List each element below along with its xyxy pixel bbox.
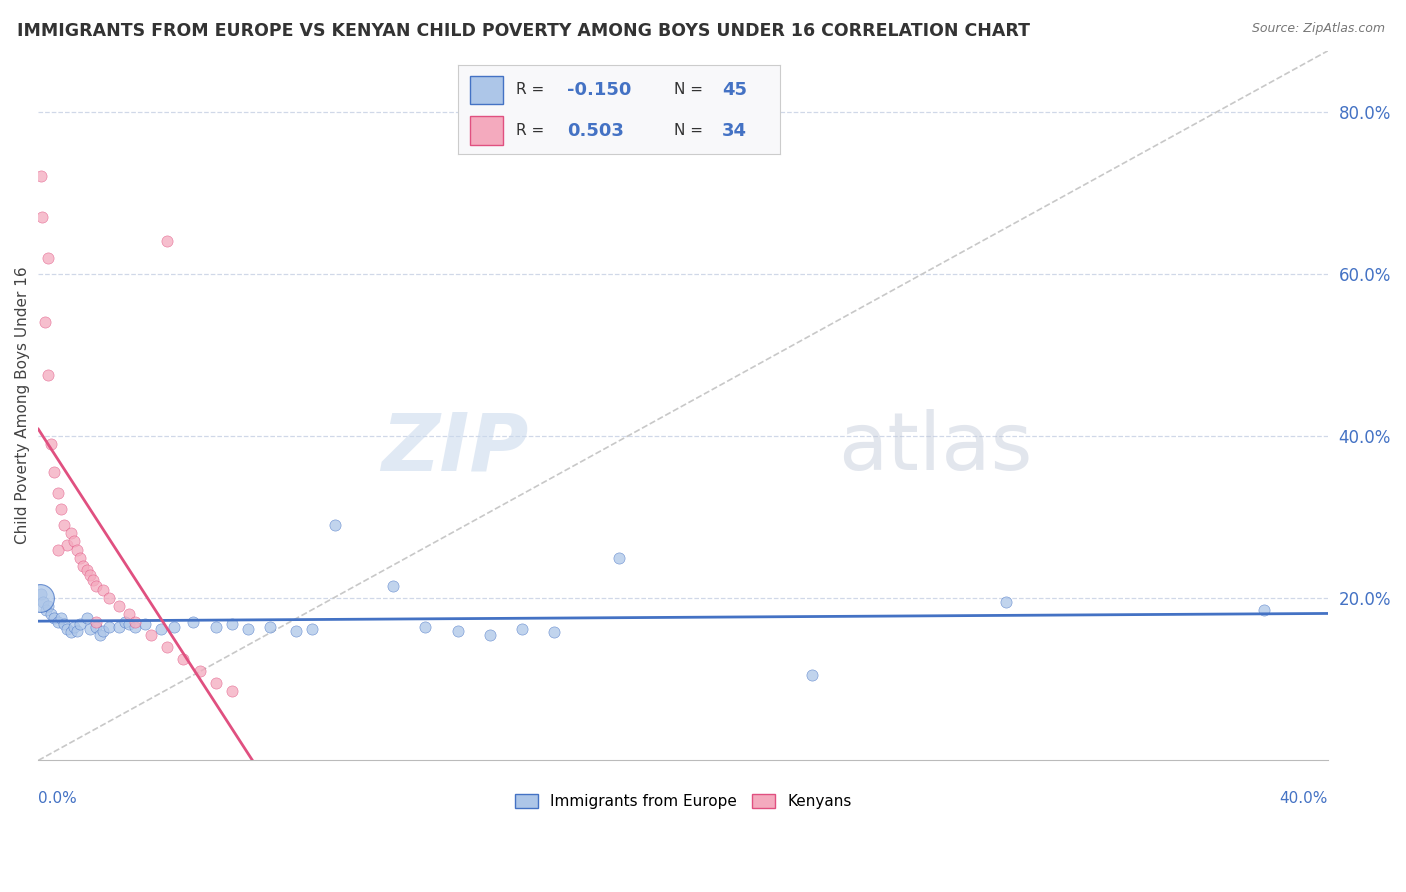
Text: IMMIGRANTS FROM EUROPE VS KENYAN CHILD POVERTY AMONG BOYS UNDER 16 CORRELATION C: IMMIGRANTS FROM EUROPE VS KENYAN CHILD P… xyxy=(17,22,1029,40)
Point xyxy=(62,534,84,549)
Text: Source: ZipAtlas.com: Source: ZipAtlas.com xyxy=(1251,22,1385,36)
Point xyxy=(66,542,89,557)
Point xyxy=(86,615,108,630)
Point xyxy=(86,619,108,633)
Point xyxy=(91,624,114,638)
Point xyxy=(46,542,69,557)
Point xyxy=(181,615,204,630)
Point xyxy=(49,502,72,516)
Point xyxy=(31,210,53,224)
Point xyxy=(66,624,89,638)
Point xyxy=(156,640,179,654)
Point xyxy=(98,619,121,633)
Legend: Immigrants from Europe, Kenyans: Immigrants from Europe, Kenyans xyxy=(508,786,859,816)
Point xyxy=(62,619,84,633)
Point xyxy=(141,628,163,642)
Point xyxy=(56,622,79,636)
Point xyxy=(32,595,55,609)
Point xyxy=(86,579,108,593)
Point xyxy=(172,652,194,666)
Point xyxy=(1253,603,1275,617)
Point xyxy=(34,315,56,329)
Point xyxy=(35,603,58,617)
Point xyxy=(285,624,308,638)
Point xyxy=(994,595,1017,609)
Point xyxy=(76,611,98,625)
Point xyxy=(149,622,172,636)
Point xyxy=(543,625,565,640)
Point xyxy=(204,619,226,633)
Point xyxy=(39,607,62,622)
Point xyxy=(46,485,69,500)
Text: 0.0%: 0.0% xyxy=(38,791,77,806)
Point xyxy=(607,550,630,565)
Point xyxy=(30,587,52,601)
Point xyxy=(76,563,98,577)
Point xyxy=(69,550,91,565)
Point xyxy=(413,619,436,633)
Point xyxy=(236,622,259,636)
Point xyxy=(79,568,101,582)
Text: 40.0%: 40.0% xyxy=(1279,791,1329,806)
Point xyxy=(114,615,136,630)
Point xyxy=(39,437,62,451)
Point xyxy=(46,615,69,630)
Point xyxy=(801,668,824,682)
Point xyxy=(117,617,139,632)
Point xyxy=(53,518,76,533)
Point xyxy=(44,611,66,625)
Point xyxy=(91,582,114,597)
Point xyxy=(30,169,52,184)
Point xyxy=(59,526,82,541)
Point xyxy=(37,368,59,383)
Point xyxy=(82,574,104,588)
Point xyxy=(117,607,139,622)
Point xyxy=(134,617,156,632)
Point xyxy=(446,624,468,638)
Point xyxy=(98,591,121,606)
Point xyxy=(79,622,101,636)
Point xyxy=(259,619,281,633)
Point xyxy=(382,579,405,593)
Point xyxy=(37,251,59,265)
Point xyxy=(323,518,346,533)
Point xyxy=(124,619,146,633)
Point xyxy=(124,615,146,630)
Point xyxy=(72,558,94,573)
Point xyxy=(108,619,131,633)
Point xyxy=(49,611,72,625)
Point xyxy=(59,625,82,640)
Point xyxy=(221,684,243,698)
Point xyxy=(53,617,76,632)
Text: ZIP: ZIP xyxy=(381,409,529,487)
Point xyxy=(44,466,66,480)
Point xyxy=(37,599,59,614)
Point xyxy=(108,599,131,614)
Point xyxy=(301,622,323,636)
Point xyxy=(156,235,179,249)
Point xyxy=(69,617,91,632)
Point xyxy=(163,619,186,633)
Point xyxy=(221,617,243,632)
Point xyxy=(510,622,533,636)
Point xyxy=(204,676,226,690)
Point xyxy=(56,538,79,552)
Text: atlas: atlas xyxy=(838,409,1032,487)
Point xyxy=(478,628,501,642)
Y-axis label: Child Poverty Among Boys Under 16: Child Poverty Among Boys Under 16 xyxy=(15,267,30,544)
Point xyxy=(188,664,211,678)
Point xyxy=(28,591,51,606)
Point xyxy=(89,628,111,642)
